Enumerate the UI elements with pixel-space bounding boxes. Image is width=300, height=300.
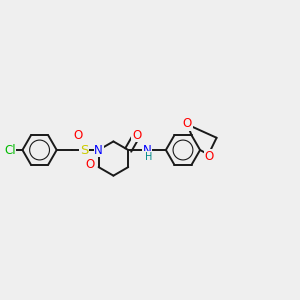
Text: O: O bbox=[204, 149, 214, 163]
Text: H: H bbox=[145, 152, 152, 162]
Text: O: O bbox=[132, 129, 141, 142]
Text: N: N bbox=[143, 143, 152, 157]
Text: O: O bbox=[85, 158, 94, 171]
Text: N: N bbox=[94, 143, 103, 157]
Text: S: S bbox=[80, 143, 88, 157]
Text: N: N bbox=[94, 143, 103, 157]
Text: O: O bbox=[183, 117, 192, 130]
Text: Cl: Cl bbox=[4, 143, 16, 157]
Text: O: O bbox=[74, 129, 83, 142]
